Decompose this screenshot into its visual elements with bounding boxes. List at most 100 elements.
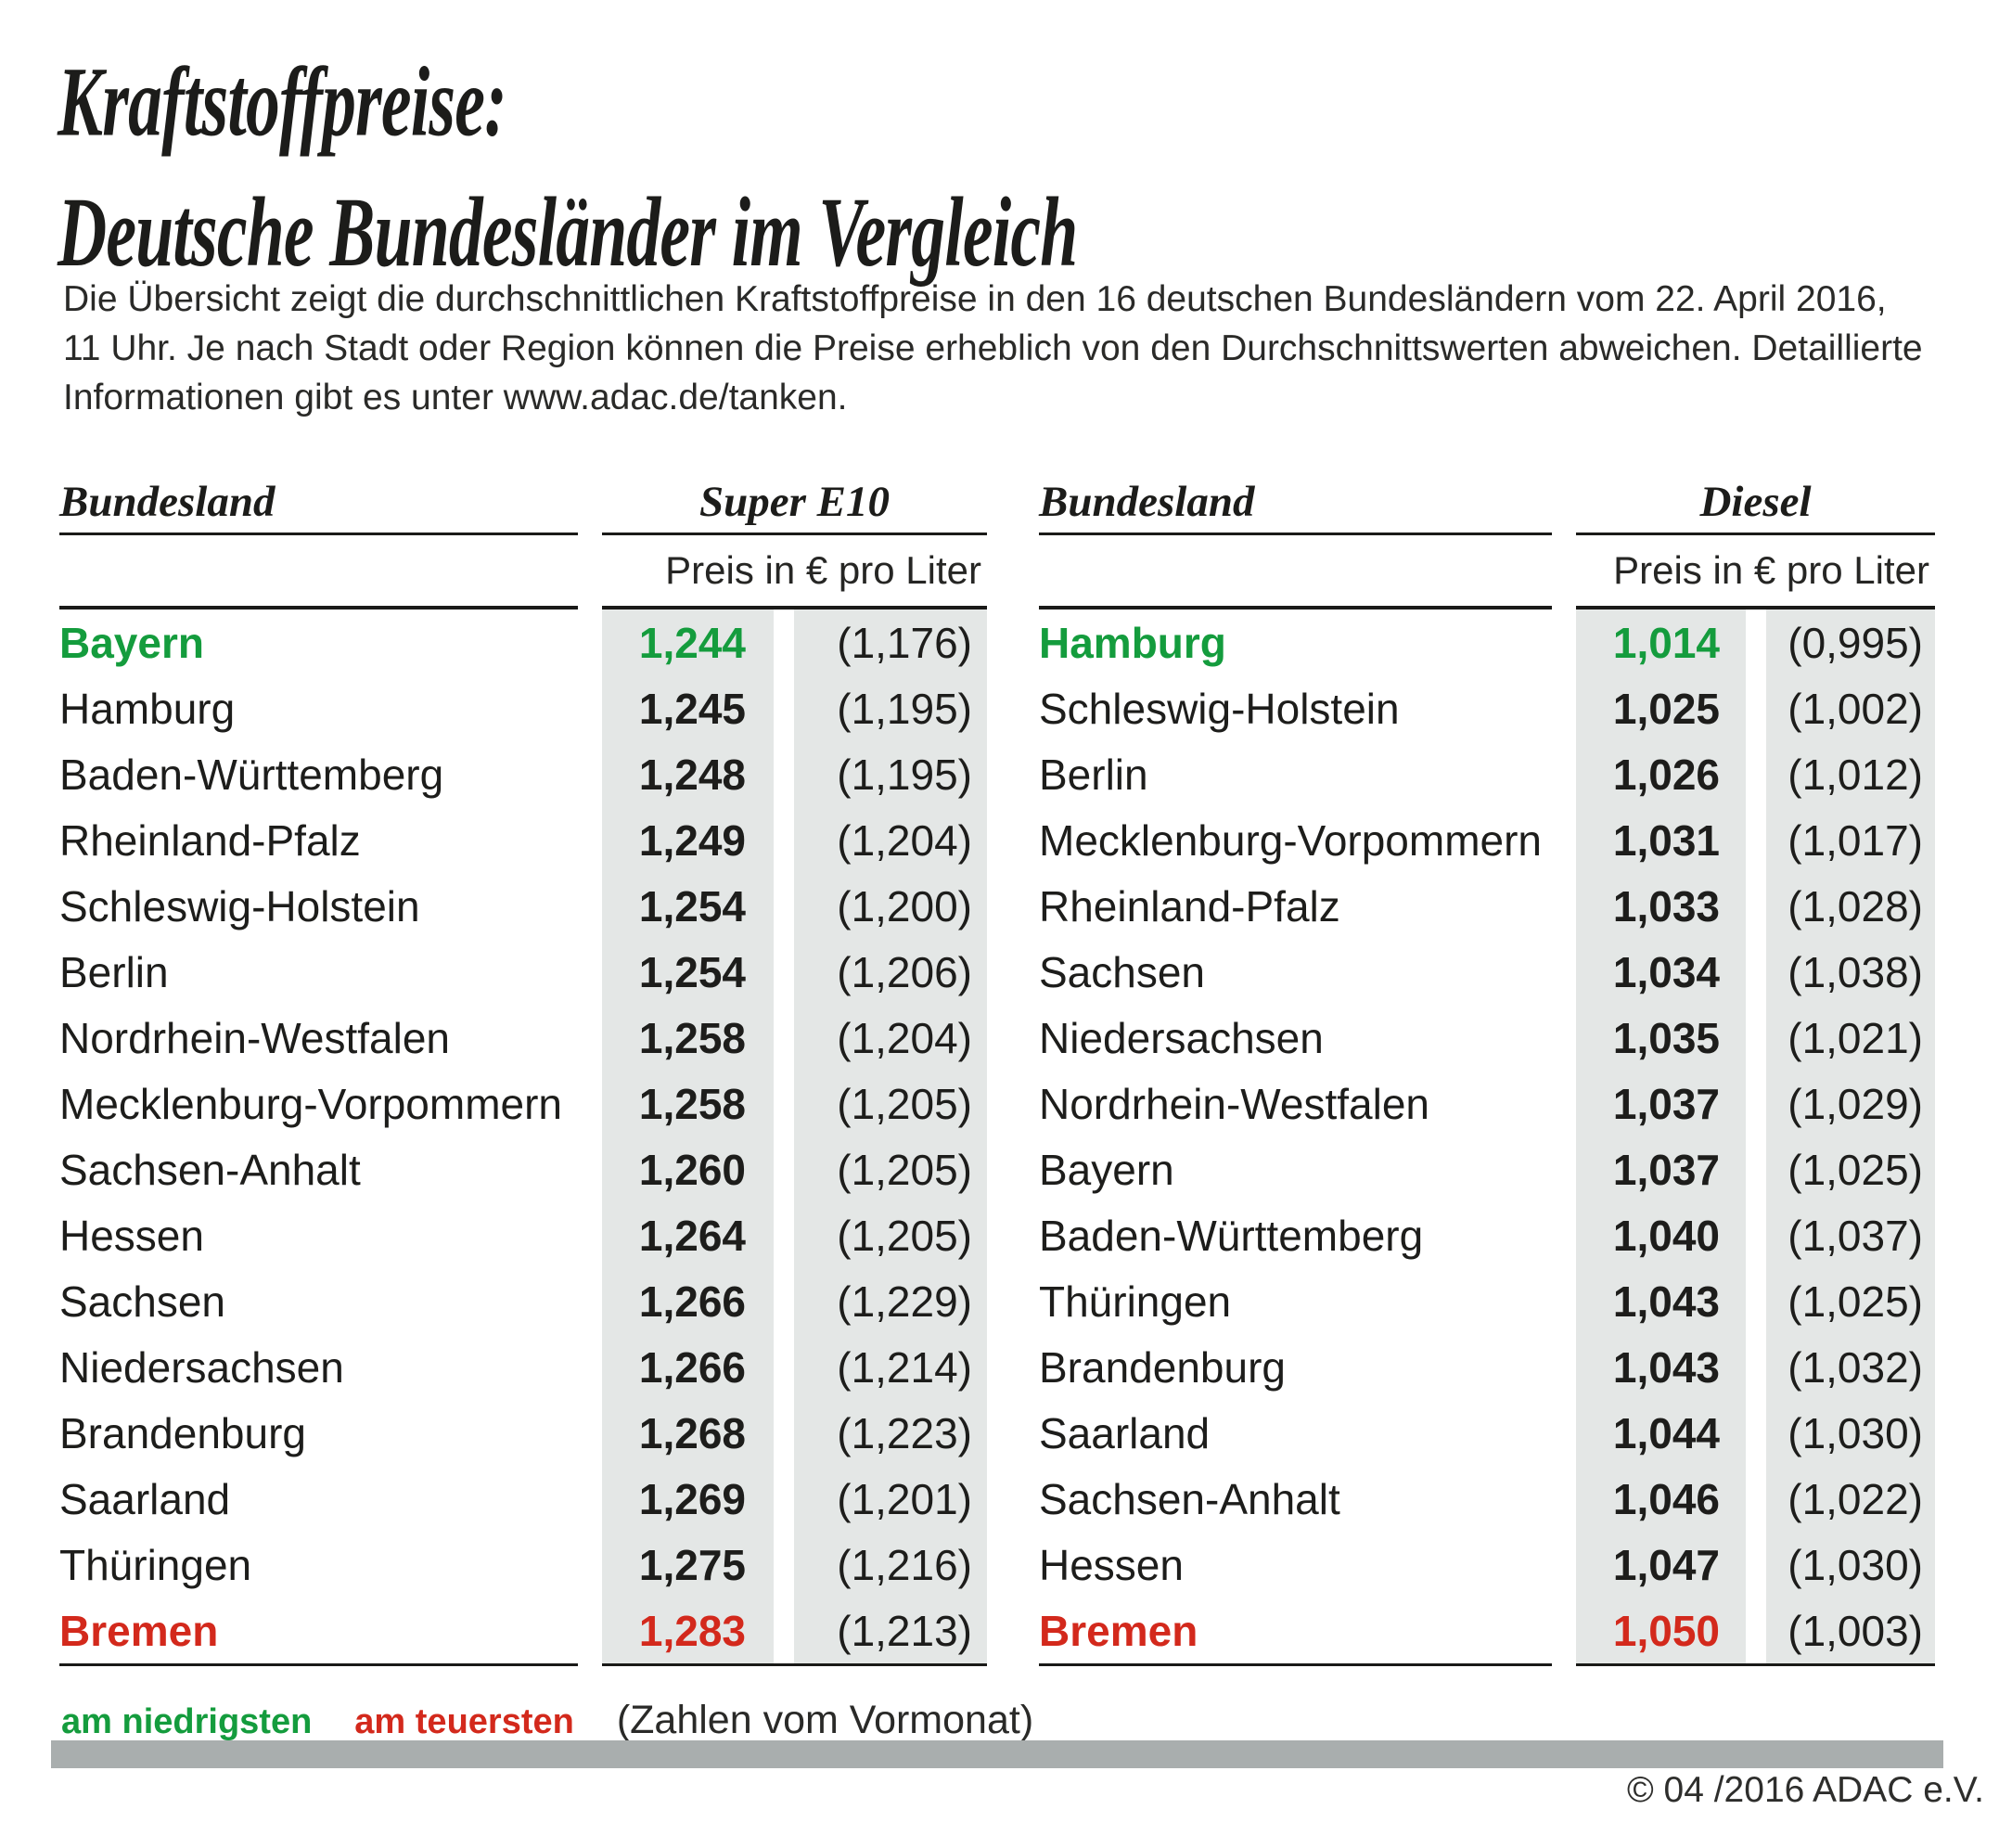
rule-segment (1576, 533, 1935, 535)
table-row: Thüringen 1,043 (1,025) (1039, 1268, 1935, 1334)
column-gap (1746, 1202, 1766, 1268)
column-gap (774, 1202, 794, 1268)
price-current: 1,037 (1576, 1071, 1746, 1136)
price-previous: (1,223) (794, 1400, 987, 1466)
state-name: Mecklenburg-Vorpommern (1039, 815, 1543, 865)
price-current: 1,268 (602, 1400, 774, 1466)
column-gap (774, 1598, 794, 1663)
table-row: Sachsen 1,266 (1,229) (59, 1268, 987, 1334)
price-previous: (1,201) (794, 1466, 987, 1532)
state-name: Niedersachsen (59, 1342, 344, 1392)
price-current: 1,033 (1576, 873, 1746, 939)
state-name: Berlin (1039, 750, 1148, 799)
state-name: Mecklenburg-Vorpommern (59, 1079, 563, 1128)
column-gap (774, 1400, 794, 1466)
state-name: Bremen (59, 1606, 219, 1655)
rule-segment (602, 1663, 987, 1666)
table-row: Schleswig-Holstein 1,254 (1,200) (59, 873, 987, 939)
state-name: Bayern (59, 618, 204, 667)
table-row: Mecklenburg-Vorpommern 1,031 (1,017) (1039, 807, 1935, 873)
price-previous: (1,204) (794, 807, 987, 873)
state-name: Nordrhein-Westfalen (1039, 1079, 1430, 1128)
table-row: Hessen 1,047 (1,030) (1039, 1532, 1935, 1598)
price-previous: (0,995) (1766, 610, 1935, 675)
column-gap (1746, 1136, 1766, 1202)
price-current: 1,035 (1576, 1005, 1746, 1071)
column-gap (774, 1532, 794, 1598)
rule-segment (602, 533, 987, 535)
table-row: Nordrhein-Westfalen 1,258 (1,204) (59, 1005, 987, 1071)
state-name: Bayern (1039, 1145, 1174, 1194)
state-name: Sachsen (59, 1277, 226, 1326)
rule-segment (1039, 533, 1552, 535)
price-previous: (1,017) (1766, 807, 1935, 873)
table-body: Bayern 1,244 (1,176) Hamburg 1,245 (1,195) Bad… (59, 610, 987, 1663)
state-name: Hamburg (59, 684, 236, 733)
column-gap (774, 675, 794, 741)
price-current: 1,025 (1576, 675, 1746, 741)
column-gap (774, 1268, 794, 1334)
state-name: Saarland (1039, 1408, 1211, 1457)
column-gap (774, 610, 794, 675)
price-previous: (1,229) (794, 1268, 987, 1334)
price-current: 1,031 (1576, 807, 1746, 873)
price-previous: (1,022) (1766, 1466, 1935, 1532)
column-gap (774, 1005, 794, 1071)
subheader-rule (1039, 606, 1935, 610)
price-previous: (1,012) (1766, 741, 1935, 807)
price-previous: (1,030) (1766, 1400, 1935, 1466)
legend-note: (Zahlen vom Vormonat) (616, 1698, 1034, 1742)
table-row: Mecklenburg-Vorpommern 1,258 (1,205) (59, 1071, 987, 1136)
table-row: Hessen 1,264 (1,205) (59, 1202, 987, 1268)
subheader-rule (59, 606, 987, 610)
table-body: Hamburg 1,014 (0,995) Schleswig-Holstein 1,0… (1039, 610, 1935, 1663)
state-name: Sachsen (1039, 947, 1206, 996)
table-row: Niedersachsen 1,266 (1,214) (59, 1334, 987, 1400)
state-name: Baden-Württemberg (1039, 1211, 1424, 1260)
table-subheader: Preis in € pro Liter (1039, 535, 1935, 606)
super-e10-table: Bundesland Super E10 Preis in € pro Lite… (59, 477, 987, 1666)
state-name: Schleswig-Holstein (1039, 684, 1400, 733)
table-row: Thüringen 1,275 (1,216) (59, 1532, 987, 1598)
state-name: Brandenburg (59, 1408, 306, 1457)
column-gap (1746, 1268, 1766, 1334)
column-gap (1746, 1598, 1766, 1663)
column-gap (774, 1334, 794, 1400)
table-row: Hamburg 1,245 (1,195) (59, 675, 987, 741)
column-gap (774, 1071, 794, 1136)
price-current: 1,244 (602, 610, 774, 675)
price-previous: (1,205) (794, 1071, 987, 1136)
price-previous: (1,021) (1766, 1005, 1935, 1071)
table-row: Baden-Württemberg 1,040 (1,037) (1039, 1202, 1935, 1268)
rule-segment (1576, 606, 1935, 610)
column-header-fuel: Super E10 (698, 478, 891, 526)
table-row: Rheinland-Pfalz 1,249 (1,204) (59, 807, 987, 873)
price-previous: (1,195) (794, 741, 987, 807)
price-previous: (1,002) (1766, 675, 1935, 741)
table-row: Baden-Württemberg 1,248 (1,195) (59, 741, 987, 807)
state-name: Thüringen (1039, 1277, 1232, 1326)
price-previous: (1,025) (1766, 1136, 1935, 1202)
table-row: Sachsen 1,034 (1,038) (1039, 939, 1935, 1005)
rule-segment (602, 606, 987, 610)
price-current: 1,258 (602, 1005, 774, 1071)
price-current: 1,043 (1576, 1268, 1746, 1334)
rule-segment (1576, 1663, 1935, 1666)
price-previous: (1,213) (794, 1598, 987, 1663)
rule-segment (59, 606, 578, 610)
legend-highest: am teuersten (354, 1702, 574, 1741)
rule-segment (59, 533, 578, 535)
state-name: Schleswig-Holstein (59, 881, 420, 930)
price-previous: (1,025) (1766, 1268, 1935, 1334)
table-bottom-rule (1039, 1663, 1935, 1666)
column-gap (1746, 873, 1766, 939)
price-current: 1,037 (1576, 1136, 1746, 1202)
table-bottom-rule (59, 1663, 987, 1666)
table-row: Nordrhein-Westfalen 1,037 (1,029) (1039, 1071, 1935, 1136)
header-rule (59, 533, 987, 535)
price-current: 1,245 (602, 675, 774, 741)
price-previous: (1,037) (1766, 1202, 1935, 1268)
column-gap (1746, 1005, 1766, 1071)
state-name: Niedersachsen (1039, 1013, 1324, 1062)
